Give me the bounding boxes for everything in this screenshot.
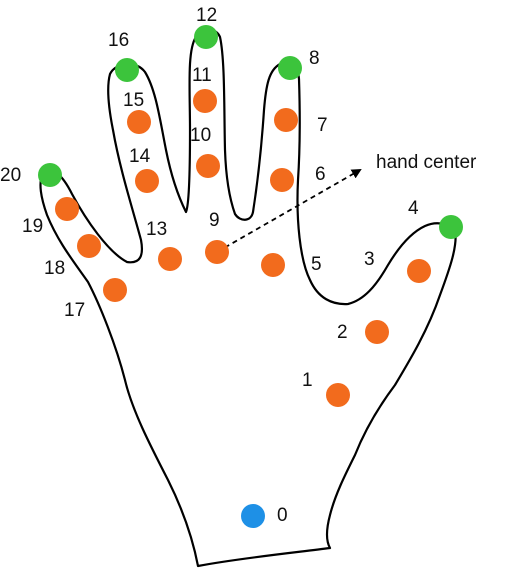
keypoint-4-marker xyxy=(439,215,463,239)
keypoint-6-marker xyxy=(270,168,294,192)
keypoint-3-marker xyxy=(407,259,431,283)
keypoint-16-marker xyxy=(115,58,139,82)
keypoint-1-label: 1 xyxy=(302,370,313,391)
keypoint-14-label: 14 xyxy=(129,146,151,167)
keypoint-17-marker xyxy=(103,278,127,302)
keypoint-8-marker xyxy=(278,56,302,80)
keypoint-14-marker xyxy=(135,169,159,193)
keypoint-18-marker xyxy=(77,234,101,258)
keypoints-layer xyxy=(38,25,463,528)
keypoint-2-marker xyxy=(365,320,389,344)
keypoint-13-marker xyxy=(158,247,182,271)
hand-outline xyxy=(39,29,457,568)
keypoint-2-label: 2 xyxy=(337,322,348,343)
keypoint-0-label: 0 xyxy=(277,505,288,526)
hand-center-label: hand center xyxy=(376,152,477,173)
keypoint-13-label: 13 xyxy=(146,219,167,240)
keypoint-10-marker xyxy=(196,154,220,178)
keypoint-4-label: 4 xyxy=(408,198,419,219)
keypoint-7-label: 7 xyxy=(317,115,328,136)
keypoint-19-label: 19 xyxy=(22,216,43,237)
keypoint-9-label: 9 xyxy=(209,210,220,231)
keypoint-6-label: 6 xyxy=(315,164,326,185)
keypoint-18-label: 18 xyxy=(44,258,65,279)
keypoint-11-marker xyxy=(193,89,217,113)
hand-center-arrow xyxy=(216,169,362,253)
keypoint-17-label: 17 xyxy=(64,300,85,321)
keypoint-12-label: 12 xyxy=(196,5,217,26)
keypoint-11-label: 11 xyxy=(192,65,212,86)
keypoint-20-label: 20 xyxy=(0,165,21,186)
keypoint-8-label: 8 xyxy=(309,48,320,69)
keypoint-3-label: 3 xyxy=(364,249,375,270)
keypoint-1-marker xyxy=(326,383,350,407)
keypoint-5-marker xyxy=(261,253,285,277)
keypoint-19-marker xyxy=(55,197,79,221)
keypoint-16-label: 16 xyxy=(108,30,129,51)
keypoint-15-marker xyxy=(127,110,151,134)
keypoint-7-marker xyxy=(274,108,298,132)
keypoint-9-marker xyxy=(205,240,229,264)
keypoint-5-label: 5 xyxy=(311,254,322,275)
keypoint-10-label: 10 xyxy=(190,125,211,146)
keypoint-20-marker xyxy=(38,163,62,187)
keypoint-12-marker xyxy=(194,25,218,49)
keypoint-15-label: 15 xyxy=(123,90,144,111)
keypoint-0-marker xyxy=(241,504,265,528)
